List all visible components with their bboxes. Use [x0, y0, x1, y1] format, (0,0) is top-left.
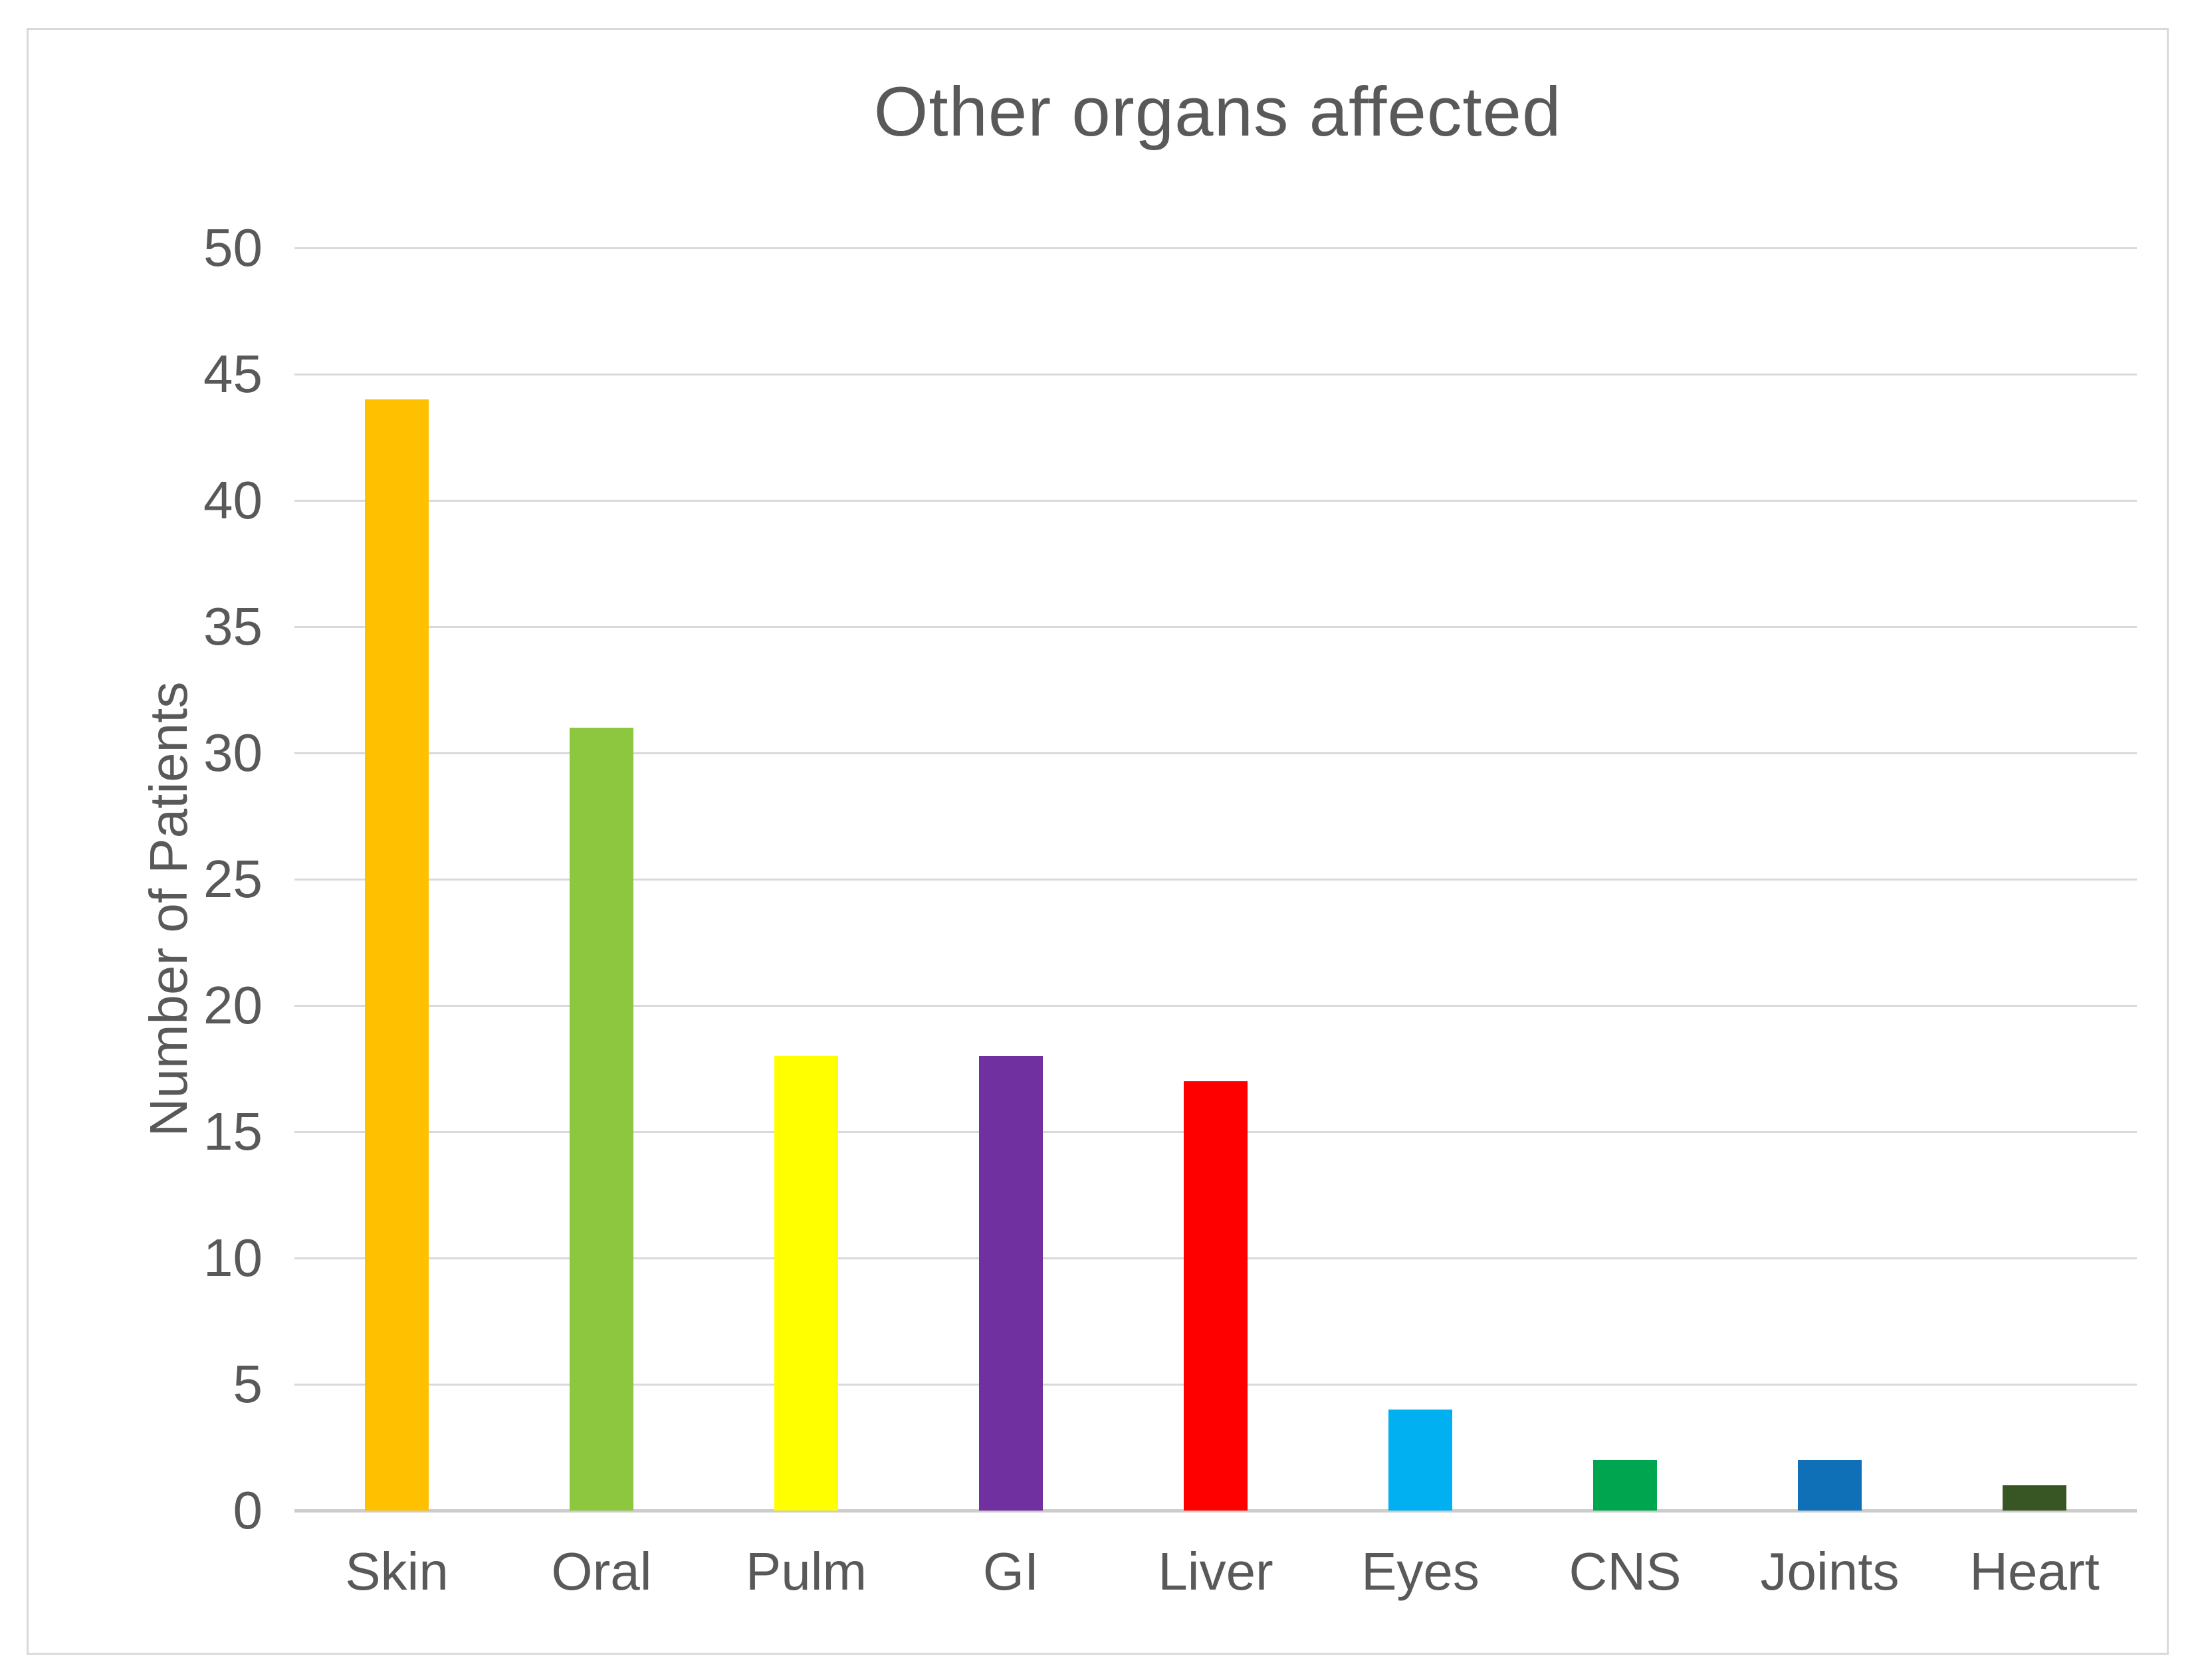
y-tick-label-20: 20: [203, 976, 263, 1035]
x-axis-line: [294, 1509, 2137, 1513]
chart-title: Other organs affected: [873, 73, 1562, 151]
x-category-label-heart: Heart: [1969, 1542, 2100, 1601]
bar-joints: [1798, 1460, 1862, 1511]
bar-pulm: [774, 1056, 838, 1511]
bar-skin: [365, 399, 429, 1511]
y-tick-label-10: 10: [203, 1228, 263, 1287]
y-tick-label-40: 40: [203, 471, 263, 530]
gridline-25: [294, 879, 2137, 881]
x-category-label-liver: Liver: [1158, 1542, 1273, 1601]
gridline-40: [294, 500, 2137, 502]
x-category-label-cns: CNS: [1569, 1542, 1682, 1601]
y-tick-label-5: 5: [233, 1354, 263, 1414]
bar-cns: [1593, 1460, 1657, 1511]
chart-frame: Other organs affected Number of Patients: [27, 28, 2169, 1655]
gridline-45: [294, 373, 2137, 375]
gridline-35: [294, 626, 2137, 628]
gridline-30: [294, 752, 2137, 754]
y-tick-label-45: 45: [203, 344, 263, 403]
x-category-label-eyes: Eyes: [1361, 1542, 1480, 1601]
x-category-label-pulm: Pulm: [745, 1542, 867, 1601]
bar-gi: [979, 1056, 1043, 1511]
x-category-label-gi: GI: [982, 1542, 1040, 1601]
x-category-label-skin: Skin: [345, 1542, 449, 1601]
bar-liver: [1184, 1081, 1248, 1511]
bar-heart: [2003, 1485, 2066, 1511]
bar-oral: [570, 728, 633, 1511]
y-tick-label-15: 15: [203, 1102, 263, 1161]
y-tick-label-25: 25: [203, 849, 263, 908]
y-tick-label-35: 35: [203, 597, 263, 656]
y-tick-label-30: 30: [203, 723, 263, 782]
gridline-50: [294, 247, 2137, 249]
x-category-label-oral: Oral: [551, 1542, 652, 1601]
gridline-20: [294, 1005, 2137, 1007]
bar-eyes: [1388, 1410, 1452, 1511]
x-category-label-joints: Joints: [1760, 1542, 1900, 1601]
y-tick-label-50: 50: [203, 218, 263, 277]
y-tick-label-0: 0: [233, 1481, 263, 1540]
